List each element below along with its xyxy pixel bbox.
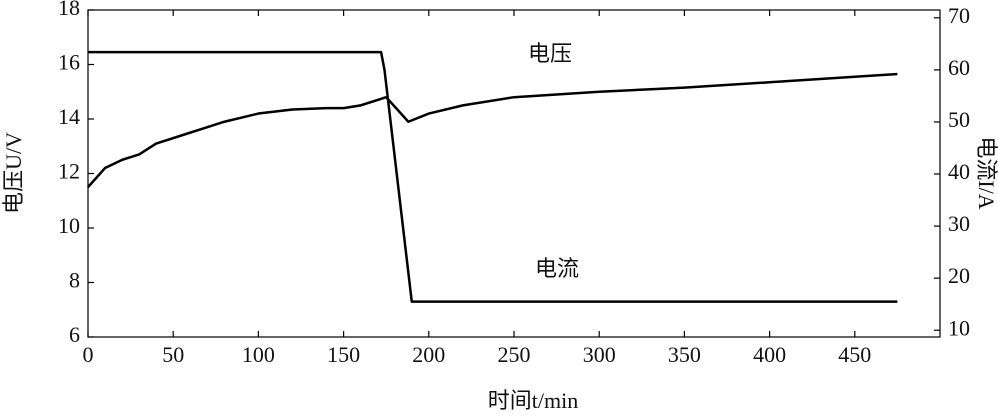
y-tick-label: 8	[69, 268, 80, 293]
x-tick-label: 50	[162, 342, 184, 367]
y2-tick-label: 50	[948, 107, 970, 132]
y-axis-label: 电压U/V	[1, 132, 26, 214]
x-tick-label: 150	[327, 342, 360, 367]
y2-tick-label: 30	[948, 211, 970, 236]
x-tick-label: 350	[668, 342, 701, 367]
x-axis-label: 时间t/min	[488, 388, 578, 413]
y-tick-label: 12	[58, 159, 80, 184]
y-tick-label: 6	[69, 322, 80, 347]
x-tick-label: 0	[83, 342, 94, 367]
series-label: 电压	[528, 42, 572, 67]
series-label: 电流	[535, 257, 579, 282]
y2-axis-label: 电流I/A	[974, 136, 998, 209]
y-tick-label: 16	[58, 50, 80, 75]
data-line	[88, 50, 898, 303]
x-tick-label: 300	[583, 342, 616, 367]
y-tick-label: 18	[58, 0, 80, 20]
plot-frame	[87, 9, 941, 338]
y2-tick-label: 10	[948, 315, 970, 340]
y-tick-label: 14	[58, 104, 80, 129]
y2-tick-label: 20	[948, 263, 970, 288]
y2-tick-label: 40	[948, 159, 970, 184]
x-tick-label: 250	[498, 342, 531, 367]
data-line	[87, 72, 898, 188]
x-tick-label: 200	[412, 342, 445, 367]
y2-tick-label: 70	[948, 3, 970, 28]
x-tick-label: 450	[838, 342, 871, 367]
y-tick-label: 10	[58, 213, 80, 238]
y2-tick-label: 60	[948, 55, 970, 80]
x-tick-label: 400	[753, 342, 786, 367]
x-tick-label: 100	[242, 342, 275, 367]
